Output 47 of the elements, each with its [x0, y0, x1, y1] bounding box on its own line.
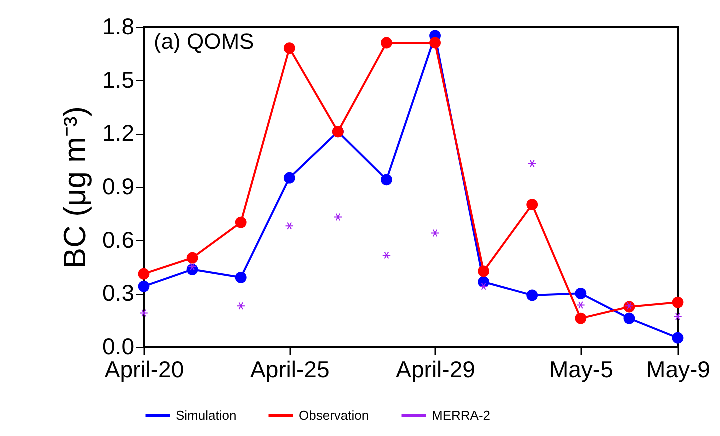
x-tick-label: April-29 — [396, 356, 476, 382]
x-tick-label: April-20 — [104, 356, 184, 382]
point — [188, 263, 197, 271]
point — [381, 37, 392, 49]
point — [140, 309, 148, 318]
point — [138, 280, 150, 292]
point — [284, 172, 296, 184]
point — [526, 290, 538, 302]
point — [285, 222, 294, 230]
legend-label: MERRA-2 — [432, 408, 491, 423]
point — [236, 302, 246, 310]
y-axis-title: BC (μg m⁻³) — [58, 106, 93, 269]
point — [334, 213, 343, 222]
point — [382, 252, 392, 260]
point — [672, 332, 684, 344]
y-tick-label: 0.9 — [102, 174, 134, 200]
legend-label: Simulation — [176, 408, 237, 423]
y-tick-label: 0.3 — [102, 280, 134, 306]
point — [624, 312, 636, 324]
point — [672, 296, 684, 308]
point — [235, 216, 247, 228]
point — [381, 174, 392, 186]
y-tick-label: 0.6 — [102, 226, 134, 253]
legend-label: Observation — [299, 408, 370, 423]
point — [430, 37, 441, 49]
point — [138, 268, 150, 280]
annotation: (a) QOMS — [154, 29, 254, 54]
point — [674, 312, 682, 321]
point — [526, 199, 538, 210]
point — [528, 160, 537, 168]
point — [576, 301, 586, 310]
point — [478, 266, 490, 278]
point — [575, 288, 587, 300]
point — [235, 272, 247, 284]
point — [284, 42, 296, 54]
y-tick-label: 0.0 — [102, 334, 134, 360]
point — [479, 282, 488, 290]
point — [625, 302, 634, 310]
y-tick-label: 1.2 — [102, 120, 134, 146]
point — [186, 252, 198, 264]
x-tick-label: May-5 — [549, 356, 614, 382]
y-tick-label: 1.8 — [102, 14, 134, 40]
x-tick-label: May-9 — [646, 356, 710, 382]
point — [575, 312, 587, 324]
x-tick-label: April-25 — [250, 356, 330, 382]
y-tick-label: 1.5 — [102, 66, 134, 93]
point — [430, 229, 440, 238]
